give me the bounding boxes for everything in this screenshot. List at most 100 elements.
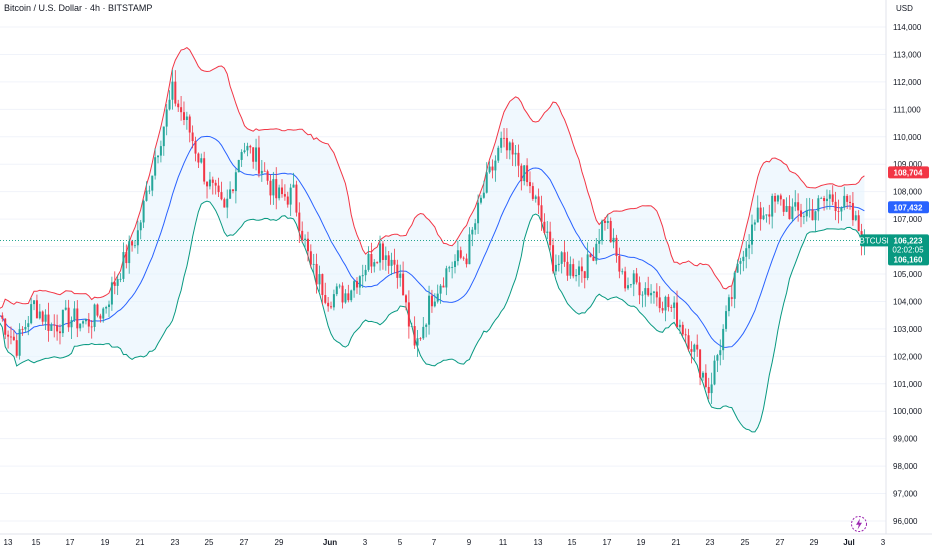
candle-body <box>18 329 21 356</box>
candle-body <box>592 257 595 261</box>
candle-body <box>609 220 612 243</box>
bar-countdown: 02:02:05 <box>892 245 924 254</box>
candle-body <box>759 207 762 220</box>
candle-body <box>292 184 295 188</box>
candle-body <box>771 195 774 217</box>
candle-body <box>350 290 353 301</box>
time-axis-tick: Jul <box>843 538 855 547</box>
candle-body <box>650 292 653 296</box>
price-axis-tick: 96,000 <box>893 517 918 526</box>
candle-body <box>301 230 304 240</box>
price-axis-tick: 109,000 <box>893 160 922 169</box>
candle-body <box>779 195 782 200</box>
candle-body <box>312 263 315 265</box>
price-axis-tick: 113,000 <box>893 50 922 59</box>
candle-body <box>439 285 442 294</box>
candle-body <box>618 255 621 272</box>
candle-body <box>817 198 820 212</box>
candle-body <box>1 315 4 319</box>
candle-body <box>384 255 387 260</box>
candle-body <box>857 215 860 232</box>
candle-body <box>318 274 321 285</box>
price-axis[interactable]: 96,000 97,000 98,000 99,000 100,000 101,000 10… <box>893 23 922 526</box>
lower-band-label-bg <box>888 253 929 266</box>
candle-body <box>528 182 531 187</box>
candle-body <box>315 263 318 285</box>
candle-body <box>560 252 563 264</box>
candle-body <box>572 264 575 277</box>
candle-body <box>701 372 704 378</box>
currency-label[interactable]: USD <box>896 4 913 13</box>
price-axis-tick: 112,000 <box>893 78 922 87</box>
candle-body <box>255 147 258 162</box>
candle-body <box>825 198 828 202</box>
candle-body <box>471 229 474 235</box>
candle-body <box>774 195 777 202</box>
candle-body <box>693 344 696 352</box>
candle-body <box>7 334 10 337</box>
candle-body <box>27 323 30 327</box>
candle-body <box>580 266 583 272</box>
candle-body <box>203 158 206 182</box>
candle-body <box>79 323 82 329</box>
candle-body <box>364 269 367 276</box>
candle-body <box>756 207 759 223</box>
candle-body <box>687 335 690 350</box>
price-axis-tick: 101,000 <box>893 380 922 389</box>
candle-body <box>644 288 647 295</box>
candle-body <box>413 326 416 346</box>
candle-body <box>41 311 44 322</box>
candle-body <box>670 307 673 308</box>
candle-body <box>165 109 168 127</box>
candle-body <box>107 304 111 308</box>
candle-body <box>430 295 433 307</box>
price-axis-tick: 97,000 <box>893 490 918 499</box>
candle-body <box>191 132 194 142</box>
candle-body <box>47 314 50 331</box>
candle-body <box>632 273 635 285</box>
candle-body <box>615 237 618 256</box>
candle-body <box>182 112 185 120</box>
candle-body <box>133 245 136 247</box>
candle-body <box>566 261 569 276</box>
candle-body <box>736 263 739 273</box>
candle-body <box>373 262 376 267</box>
lightning-icon[interactable] <box>850 515 868 533</box>
lower-band-label: 106,160 <box>894 255 923 264</box>
candle-body <box>546 231 549 233</box>
candle-body <box>802 216 805 218</box>
candle-body <box>298 212 301 231</box>
candle-body <box>269 180 272 196</box>
candle-body <box>540 205 543 222</box>
price-labels: 108,704 107,432 BTCUSD 106,223 02:02:05 … <box>860 166 929 266</box>
candle-body <box>295 184 298 213</box>
candle-body <box>157 155 160 158</box>
price-axis-tick: 110,000 <box>893 133 922 142</box>
last-price-label: 106,223 <box>894 236 923 245</box>
candle-body <box>661 308 664 311</box>
candle-body <box>488 166 491 173</box>
candle-body <box>658 297 661 309</box>
candle-body <box>84 319 87 322</box>
candle-body <box>477 202 480 224</box>
candle-body <box>15 340 18 356</box>
candle-body <box>286 196 289 205</box>
time-axis[interactable]: 13 15 17 19 21 23 25 27 29 Jun 3 5 7 9 11 13 15 17 19 21 23 2… <box>4 538 886 547</box>
candle-body <box>347 293 350 301</box>
candle-body <box>453 261 457 267</box>
price-axis-tick: 114,000 <box>893 23 922 32</box>
candle-body <box>445 268 448 288</box>
candle-body <box>399 273 402 278</box>
candle-body <box>448 267 451 269</box>
candle-body <box>96 304 99 316</box>
candle-body <box>73 308 76 321</box>
candle-body <box>12 336 15 341</box>
candle-body <box>99 315 102 319</box>
candle-body <box>837 211 840 212</box>
candle-body <box>727 297 730 312</box>
candle-body <box>433 301 436 307</box>
candle-body <box>808 209 811 211</box>
candle-body <box>344 293 347 303</box>
candle-body <box>569 264 572 276</box>
